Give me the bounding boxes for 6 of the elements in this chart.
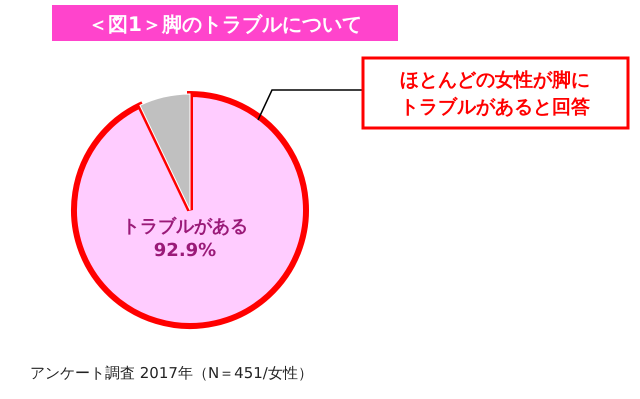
data-label: 92.9% — [154, 240, 216, 261]
callout: ほとんどの女性が脚にトラブルがあると回答 — [257, 56, 630, 130]
slice-label: トラブルがある — [122, 216, 248, 237]
title: ＜図1＞脚のトラブルについて — [52, 5, 398, 41]
chart-title: ＜図1＞脚のトラブルについて — [88, 12, 362, 36]
text: アンケート調査 2017年（N＝451/女性） — [30, 364, 313, 382]
